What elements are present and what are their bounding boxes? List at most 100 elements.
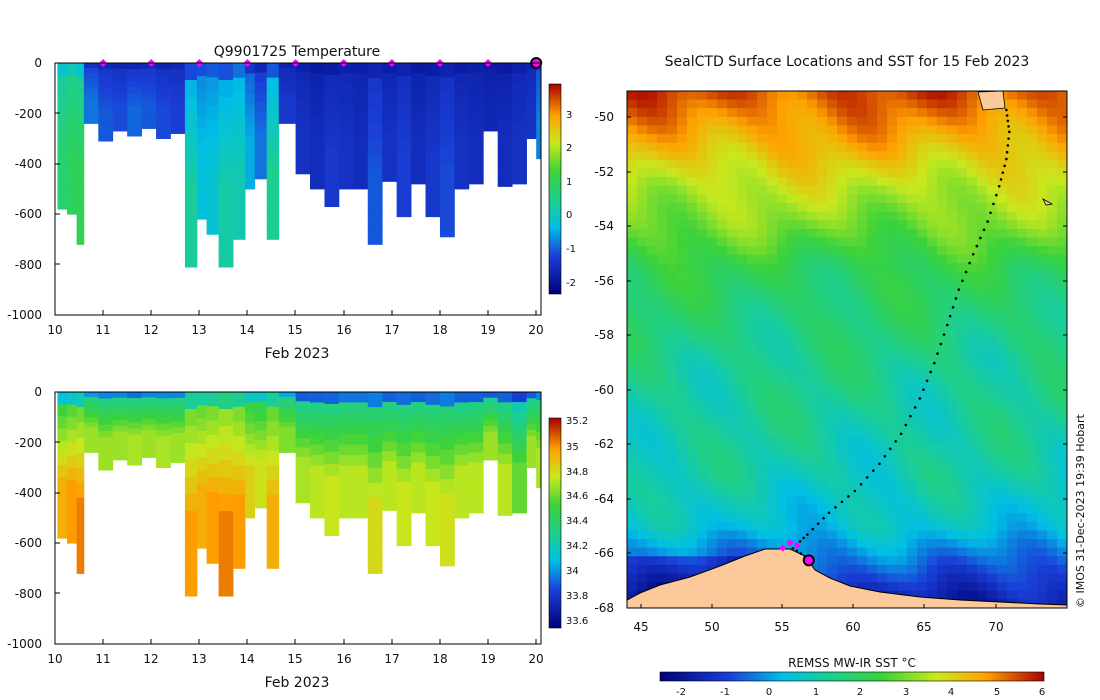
profile-cell — [425, 481, 441, 495]
sst-cell — [977, 504, 988, 514]
sst-cell — [637, 478, 648, 488]
sst-cell — [957, 392, 968, 402]
sst-cell — [897, 444, 908, 454]
sst-cell — [937, 556, 948, 566]
profile-cell — [439, 135, 455, 151]
sst-cell — [717, 452, 728, 463]
track-point — [1003, 164, 1006, 168]
sst-cell — [837, 151, 848, 161]
profile-cell — [98, 457, 114, 465]
sst-cell — [647, 332, 658, 342]
sst-cell — [1047, 237, 1058, 247]
sst-cell — [1027, 340, 1038, 351]
sst-cell — [807, 495, 818, 506]
sst-cell — [1047, 194, 1058, 204]
profile-cell — [57, 465, 68, 478]
sst-cell — [707, 427, 718, 437]
sst-cell — [687, 375, 698, 385]
sst-cell — [667, 211, 678, 221]
track-point — [822, 516, 825, 520]
sst-cell — [1007, 513, 1018, 523]
sst-cell — [947, 220, 958, 230]
sst-cell — [837, 289, 848, 299]
sst-cell — [887, 289, 898, 299]
sst-cell — [797, 495, 808, 506]
sst-cell — [887, 332, 898, 342]
sst-cell — [997, 358, 1008, 368]
sst-cell — [787, 470, 798, 480]
sst-cell — [877, 444, 888, 454]
sst-cell — [1027, 444, 1038, 454]
sst-cell — [727, 297, 738, 308]
sst-cell — [647, 297, 658, 308]
sst-cell — [797, 142, 808, 152]
sst-cell — [877, 401, 888, 411]
sst-cell — [777, 470, 788, 480]
profile-cell — [425, 494, 441, 508]
sst-cell — [647, 349, 658, 359]
sst-cell — [1017, 435, 1028, 445]
profile-cell — [382, 122, 398, 133]
salinity-x-ticks: 10 11 12 13 14 15 16 17 18 19 20 — [47, 639, 544, 666]
profile-cell — [206, 191, 219, 207]
sst-cell — [857, 461, 868, 471]
sst-cell — [717, 427, 728, 437]
profile-cell — [536, 142, 542, 152]
sst-cell — [997, 504, 1008, 514]
sst-cell — [907, 254, 918, 264]
sst-cell — [777, 246, 788, 256]
sst-cell — [737, 108, 748, 118]
sst-cell — [917, 504, 928, 514]
sst-cell — [1037, 590, 1048, 600]
sst-cell — [767, 125, 778, 135]
sst-cell — [897, 99, 908, 109]
profile-cell — [295, 155, 311, 166]
sst-cell — [647, 340, 658, 351]
sst-cell — [1047, 470, 1058, 480]
sst-cell — [687, 280, 698, 290]
sst-cell — [887, 383, 898, 394]
sst-cell — [837, 332, 848, 342]
sst-cell — [697, 263, 708, 273]
sst-cell — [657, 427, 668, 437]
sst-cell — [637, 228, 648, 239]
profile-cell — [411, 173, 426, 185]
sst-cell — [627, 418, 638, 428]
track-point — [791, 546, 795, 550]
profile-cell — [425, 404, 441, 419]
sst-cell — [637, 340, 648, 351]
sst-cell — [977, 340, 988, 351]
profile-cell — [512, 133, 527, 145]
antarctic-land — [627, 548, 1067, 608]
sst-cell — [997, 108, 1008, 118]
sst-cell — [827, 323, 838, 333]
profile-cell — [57, 416, 68, 429]
profile-cell — [206, 520, 219, 536]
sst-cell — [807, 383, 818, 394]
sst-cell — [987, 392, 998, 402]
sst-cell — [847, 478, 858, 488]
sst-cell — [937, 444, 948, 454]
profile-cell — [310, 63, 325, 74]
map-lon-tick-marks — [640, 604, 997, 608]
track-point — [948, 314, 952, 318]
sst-cell — [677, 254, 688, 264]
profile-cell — [254, 498, 268, 509]
track-point — [865, 476, 869, 479]
profile-cell — [245, 63, 256, 74]
profile-cell — [218, 443, 234, 461]
sst-cell — [847, 349, 858, 359]
profile-cell — [526, 81, 537, 89]
sst-cell — [1047, 444, 1058, 454]
sst-cell — [707, 220, 718, 230]
sst-cell — [847, 168, 858, 178]
sst-cell — [807, 418, 818, 428]
sst-cell — [867, 211, 878, 221]
sst-cell — [677, 185, 688, 195]
profile-cell — [338, 84, 354, 95]
profile-cell — [425, 101, 441, 115]
sst-cell — [697, 564, 708, 575]
sst-cell — [847, 418, 858, 428]
profile-cell — [468, 502, 484, 514]
sst-cell — [847, 392, 858, 402]
